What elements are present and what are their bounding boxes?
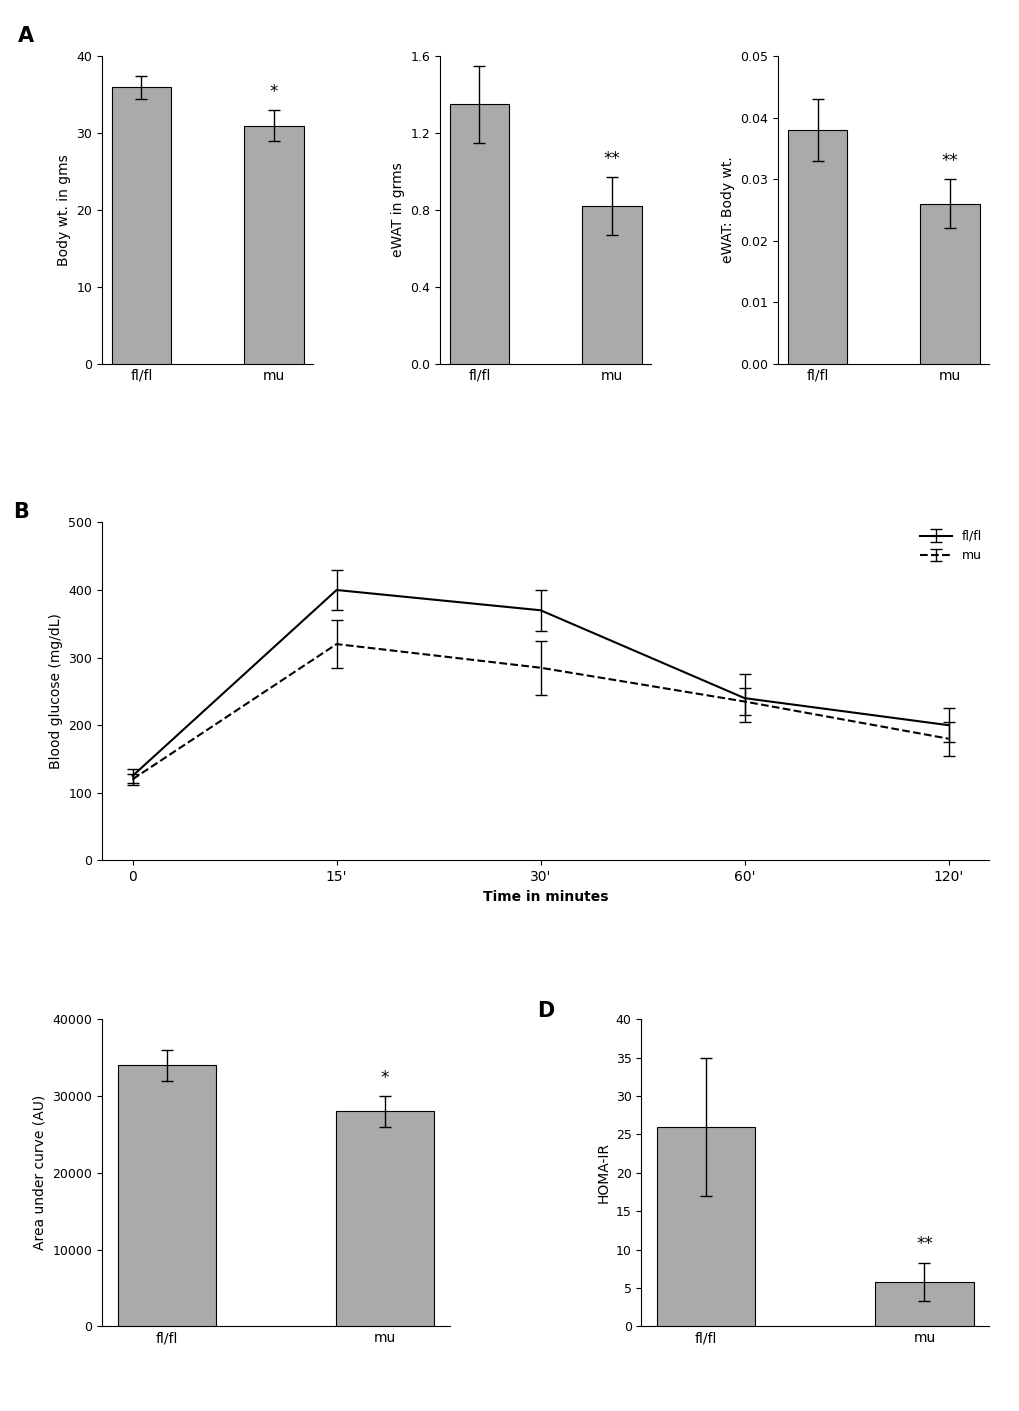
Y-axis label: Area under curve (AU): Area under curve (AU) — [33, 1095, 47, 1250]
Text: **: ** — [603, 150, 620, 168]
Bar — [111, 87, 171, 364]
Text: D: D — [536, 1000, 553, 1020]
Bar — [919, 205, 979, 364]
Y-axis label: eWAT in grms: eWAT in grms — [390, 162, 405, 257]
Text: *: * — [380, 1068, 389, 1086]
Text: *: * — [269, 83, 278, 102]
Text: **: ** — [915, 1236, 932, 1253]
Text: B: B — [13, 502, 30, 522]
Bar — [335, 1112, 434, 1326]
Y-axis label: Body wt. in gms: Body wt. in gms — [57, 154, 70, 265]
X-axis label: Time in minutes: Time in minutes — [482, 890, 608, 903]
Y-axis label: Blood glucose (mg/dL): Blood glucose (mg/dL) — [49, 614, 62, 769]
Bar — [874, 1281, 972, 1326]
Legend: fl/fl, mu: fl/fl, mu — [914, 525, 986, 567]
Bar — [244, 126, 304, 364]
Y-axis label: eWAT: Body wt.: eWAT: Body wt. — [720, 157, 734, 264]
Bar — [656, 1126, 755, 1326]
Y-axis label: HOMA-IR: HOMA-IR — [596, 1143, 609, 1204]
Bar — [582, 206, 641, 364]
Bar — [449, 104, 508, 364]
Bar — [118, 1065, 216, 1326]
Bar — [787, 130, 847, 364]
Text: A: A — [17, 25, 34, 45]
Text: **: ** — [941, 152, 958, 171]
